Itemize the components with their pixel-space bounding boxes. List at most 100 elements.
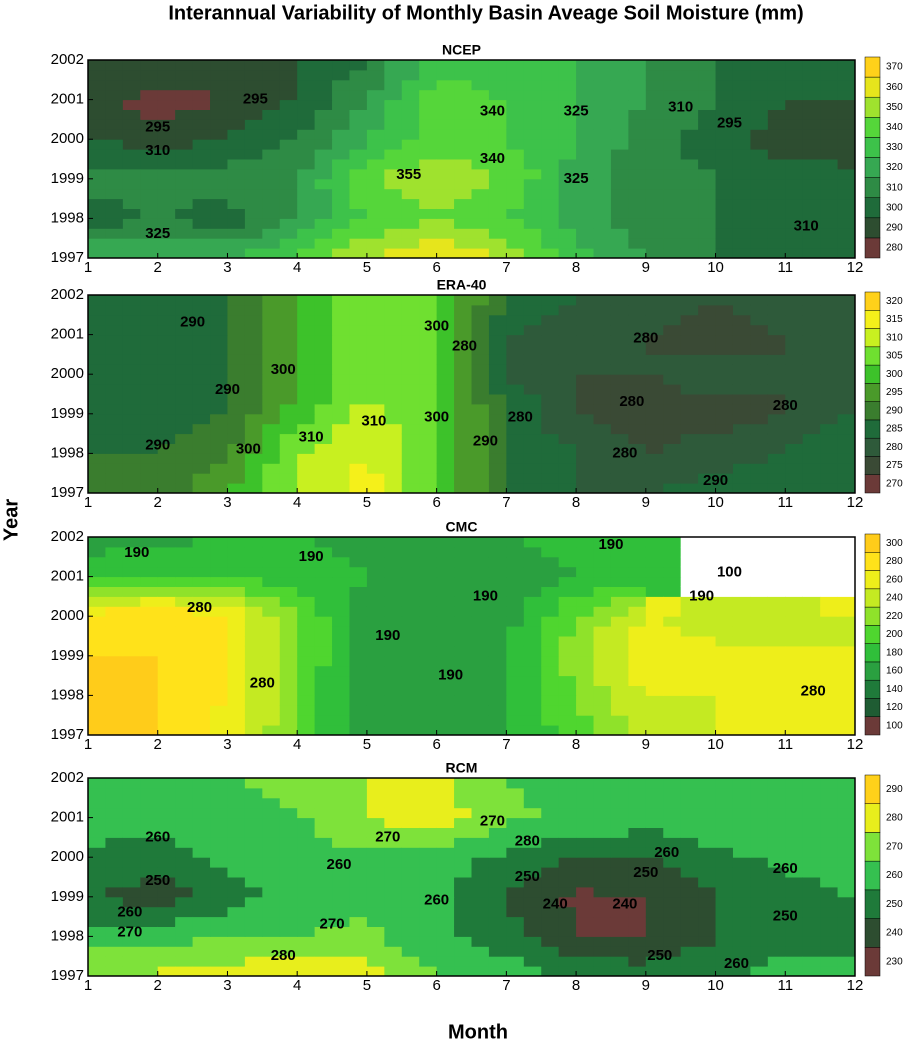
contour-cell xyxy=(837,324,856,336)
contour-cell xyxy=(366,956,385,967)
contour-cell xyxy=(785,827,804,838)
contour-cell xyxy=(401,926,420,937)
contour-cell xyxy=(488,304,507,316)
contour-cell xyxy=(471,374,490,385)
contour-cell xyxy=(523,334,542,345)
contour-cell xyxy=(663,314,682,326)
contour-cell xyxy=(628,655,647,667)
contour-cell xyxy=(820,645,839,657)
contour-cell xyxy=(122,586,141,597)
contour-cell xyxy=(663,596,682,607)
contour-cell xyxy=(419,837,438,848)
contour-cell xyxy=(279,188,298,200)
contour-cell xyxy=(366,616,385,627)
contour-cell xyxy=(157,60,176,71)
contour-cell xyxy=(767,99,786,110)
y-tick-label: 2000 xyxy=(51,848,84,865)
contour-cell xyxy=(732,463,751,474)
contour-cell xyxy=(820,334,839,345)
contour-cell xyxy=(506,936,525,947)
contour-cell xyxy=(122,139,141,150)
contour-cell xyxy=(820,324,839,336)
contour-cell xyxy=(471,228,490,239)
contour-cell xyxy=(698,537,717,548)
contour-cell xyxy=(88,807,106,819)
contour-cell xyxy=(488,364,507,375)
contour-cell xyxy=(645,198,664,209)
contour-cell xyxy=(837,616,856,627)
contour-cell xyxy=(244,807,263,819)
contour-cell xyxy=(419,675,438,686)
contour-cell xyxy=(384,324,403,336)
contour-cell xyxy=(419,79,438,91)
contour-cell xyxy=(506,79,525,91)
contour-cell xyxy=(454,626,472,637)
contour-cell xyxy=(593,546,612,558)
contour-cell xyxy=(454,725,472,736)
contour-cell xyxy=(750,867,769,878)
contour-cell xyxy=(593,149,612,160)
contour-cell xyxy=(576,606,595,617)
contour-cell xyxy=(732,334,751,345)
contour-label: 270 xyxy=(320,915,345,932)
contour-cell xyxy=(767,69,786,81)
contour-cell xyxy=(506,453,525,464)
contour-cell xyxy=(157,384,176,395)
contour-cell xyxy=(122,576,141,587)
contour-cell xyxy=(88,433,106,444)
contour-cell xyxy=(105,576,124,587)
x-tick-label: 10 xyxy=(707,259,724,276)
contour-cell xyxy=(244,817,263,828)
contour-label: 190 xyxy=(473,587,498,604)
contour-cell xyxy=(279,817,298,828)
contour-cell xyxy=(488,715,507,726)
contour-cell xyxy=(175,936,194,947)
contour-cell xyxy=(262,906,281,918)
contour-cell xyxy=(122,69,141,81)
contour-cell xyxy=(419,413,438,425)
contour-cell xyxy=(314,314,333,326)
contour-cell xyxy=(244,596,263,607)
contour-cell xyxy=(192,423,211,435)
contour-cell xyxy=(837,655,856,667)
contour-cell xyxy=(436,60,455,71)
contour-cell xyxy=(88,129,106,140)
contour-cell xyxy=(262,473,281,484)
contour-cell xyxy=(192,60,211,71)
contour-cell xyxy=(88,463,106,474)
contour-cell xyxy=(541,886,560,898)
contour-cell xyxy=(262,394,281,405)
colorbar-bin xyxy=(864,177,881,198)
contour-cell xyxy=(820,453,839,464)
contour-cell xyxy=(244,956,263,967)
contour-cell xyxy=(680,423,699,435)
contour-cell xyxy=(279,877,298,888)
contour-cell xyxy=(767,433,786,444)
contour-cell xyxy=(837,314,856,326)
contour-cell xyxy=(349,606,368,617)
contour-cell xyxy=(157,787,176,799)
contour-cell xyxy=(454,926,472,937)
contour-cell xyxy=(610,248,629,259)
x-tick-label: 2 xyxy=(154,977,162,994)
contour-cell xyxy=(767,857,786,868)
contour-cell xyxy=(436,228,455,239)
contour-cell xyxy=(645,857,664,868)
contour-cell xyxy=(279,394,298,405)
contour-cell xyxy=(332,847,350,858)
colorbar-bin xyxy=(864,456,881,475)
contour-cell xyxy=(244,483,263,494)
contour-cell xyxy=(750,817,769,828)
contour-cell xyxy=(454,403,472,415)
contour-cell xyxy=(175,596,194,607)
y-tick-label: 2000 xyxy=(51,365,84,382)
contour-cell xyxy=(279,304,298,316)
contour-cell xyxy=(122,188,141,200)
contour-cell xyxy=(802,413,821,425)
contour-cell xyxy=(192,129,211,140)
contour-label: 280 xyxy=(773,397,798,414)
contour-cell xyxy=(122,817,141,828)
contour-cell xyxy=(436,433,455,444)
contour-cell xyxy=(732,403,751,415)
contour-cell xyxy=(767,453,786,464)
